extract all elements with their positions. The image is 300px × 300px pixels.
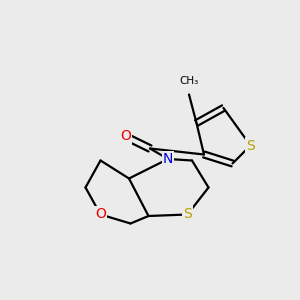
- Text: N: N: [163, 152, 173, 166]
- Text: S: S: [183, 208, 192, 221]
- Text: S: S: [246, 139, 255, 152]
- Text: O: O: [95, 208, 106, 221]
- Text: O: O: [120, 130, 131, 143]
- Text: CH₃: CH₃: [179, 76, 199, 86]
